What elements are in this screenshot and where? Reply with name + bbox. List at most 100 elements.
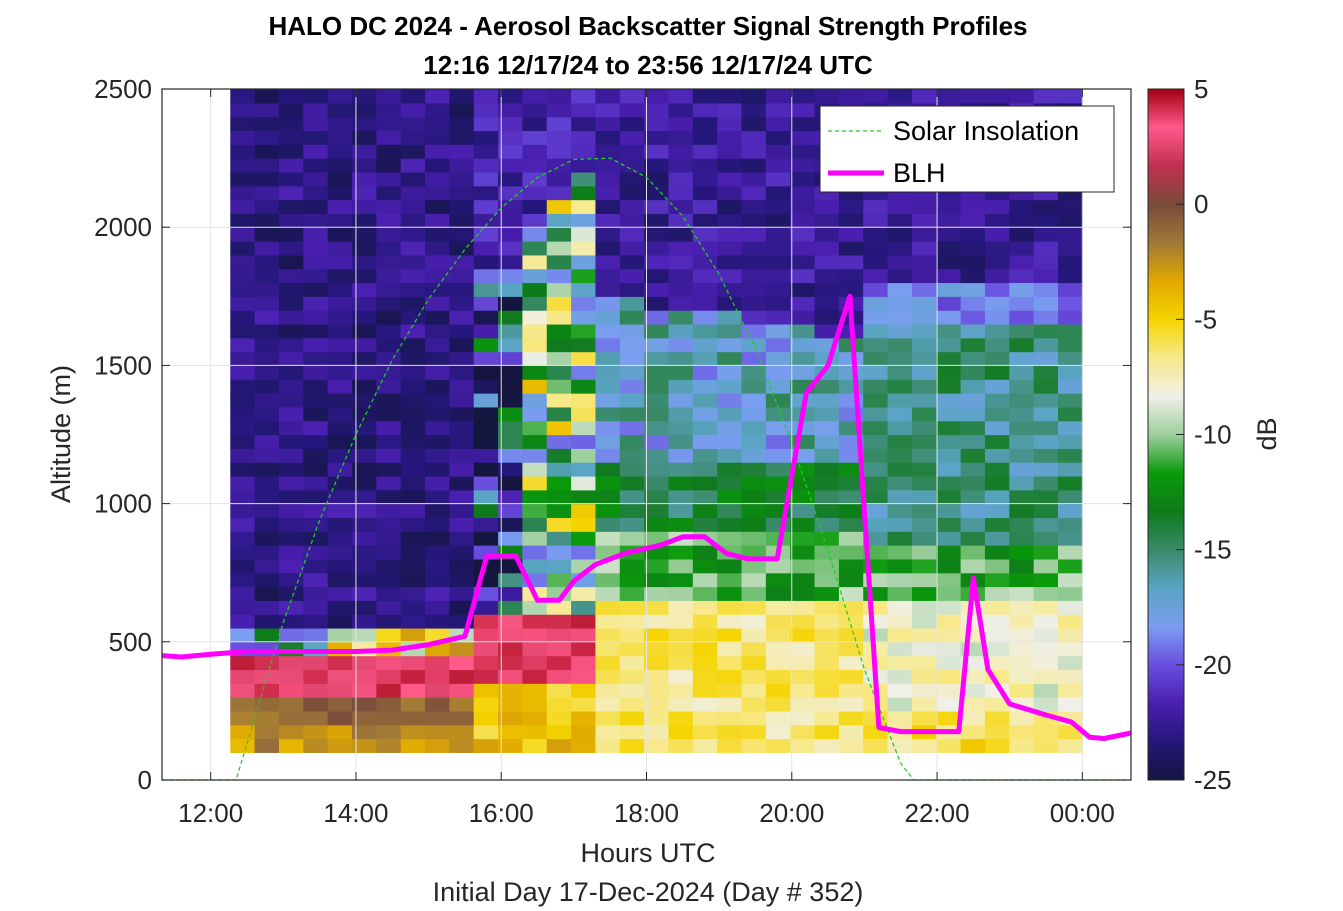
heatmap-cell — [863, 503, 889, 519]
heatmap-cell — [1033, 365, 1059, 380]
heatmap-cell — [814, 254, 840, 270]
heatmap-cell — [449, 227, 475, 242]
heatmap-cell — [936, 572, 962, 588]
heatmap-cell — [278, 531, 304, 546]
heatmap-cell — [522, 448, 548, 463]
heatmap-cell — [1009, 254, 1035, 270]
heatmap-cell — [911, 489, 937, 505]
heatmap-cell — [498, 144, 524, 159]
heatmap-cell — [230, 572, 256, 588]
heatmap-cell — [644, 323, 670, 339]
heatmap-cell — [571, 406, 597, 422]
y-tick-label: 2500 — [94, 74, 152, 104]
heatmap-cell — [473, 531, 499, 546]
heatmap-cell — [546, 337, 572, 353]
heatmap-cell — [473, 323, 499, 339]
heatmap-cell — [498, 268, 524, 284]
heatmap-cell — [717, 724, 743, 740]
heatmap-cell — [522, 310, 548, 325]
heatmap-cell — [911, 641, 937, 657]
heatmap-cell — [911, 337, 937, 353]
heatmap-cell — [546, 323, 572, 339]
heatmap-cell — [692, 475, 718, 491]
heatmap-cell — [327, 213, 353, 228]
heatmap-cell — [473, 144, 499, 159]
heatmap-cell — [717, 406, 743, 422]
heatmap-cell — [546, 531, 572, 546]
heatmap-cell — [473, 89, 499, 104]
heatmap-cell — [814, 503, 840, 519]
heatmap-cell — [254, 268, 280, 284]
heatmap-cell — [254, 89, 280, 104]
heatmap-cell — [1057, 351, 1083, 366]
heatmap-cell — [425, 434, 450, 449]
heatmap-cell — [400, 710, 426, 726]
heatmap-cell — [230, 310, 256, 325]
heatmap-cell — [765, 351, 791, 366]
heatmap-cell — [644, 503, 670, 519]
heatmap-cell — [936, 199, 962, 214]
heatmap-cell — [887, 558, 913, 574]
heatmap-cell — [790, 517, 816, 532]
heatmap-cell — [400, 420, 426, 436]
heatmap-cell — [546, 600, 572, 615]
heatmap-cell — [303, 434, 329, 449]
x-axis-label: Hours UTC — [580, 838, 715, 868]
heatmap-cell — [376, 489, 402, 505]
heatmap-cell — [887, 434, 913, 449]
heatmap-cell — [595, 697, 621, 712]
heatmap-cell — [1033, 614, 1059, 629]
heatmap-cell — [765, 558, 791, 574]
heatmap-cell — [254, 144, 280, 159]
heatmap-cell — [522, 641, 548, 657]
heatmap-cell — [619, 185, 645, 201]
heatmap-cell — [1009, 241, 1035, 256]
heatmap-cell — [230, 697, 256, 712]
heatmap-cell — [644, 241, 670, 256]
heatmap-cell — [230, 710, 256, 726]
heatmap-cell — [425, 697, 450, 712]
heatmap-cell — [717, 434, 743, 449]
heatmap-cell — [692, 282, 718, 297]
heatmap-cell — [571, 627, 597, 643]
heatmap-cell — [376, 393, 402, 408]
heatmap-cell — [449, 171, 475, 187]
heatmap-cell — [376, 572, 402, 588]
heatmap-cell — [814, 406, 840, 422]
heatmap-cell — [498, 517, 524, 532]
heatmap-cell — [741, 379, 767, 394]
heatmap-cell — [1057, 517, 1083, 532]
heatmap-cell — [911, 517, 937, 532]
heatmap-cell — [790, 185, 816, 201]
heatmap-cell — [984, 296, 1010, 311]
heatmap-cell — [546, 379, 572, 394]
heatmap-cell — [230, 489, 256, 505]
heatmap-cell — [352, 254, 377, 270]
heatmap-cell — [546, 351, 572, 366]
heatmap-cell — [522, 655, 548, 671]
heatmap-cell — [278, 462, 304, 477]
heatmap-cell — [571, 462, 597, 477]
heatmap-cell — [911, 448, 937, 463]
heatmap-cell — [668, 434, 694, 449]
heatmap-cell — [546, 558, 572, 574]
heatmap-cell — [936, 337, 962, 353]
heatmap-cell — [376, 448, 402, 463]
heatmap-cell — [936, 683, 962, 698]
heatmap-cell — [936, 393, 962, 408]
heatmap-cell — [1033, 241, 1059, 256]
heatmap-cell — [838, 254, 864, 270]
heatmap-cell — [984, 462, 1010, 477]
heatmap-cell — [668, 738, 694, 753]
heatmap-cell — [814, 475, 840, 491]
heatmap-cell — [546, 227, 572, 242]
heatmap-cell — [911, 545, 937, 560]
heatmap-cell — [498, 310, 524, 325]
heatmap-cell — [449, 310, 475, 325]
heatmap-cell — [644, 738, 670, 753]
heatmap-cell — [1033, 655, 1059, 671]
heatmap-cell — [717, 614, 743, 629]
heatmap-cell — [303, 365, 329, 380]
heatmap-cell — [863, 738, 889, 753]
heatmap-cell — [911, 406, 937, 422]
